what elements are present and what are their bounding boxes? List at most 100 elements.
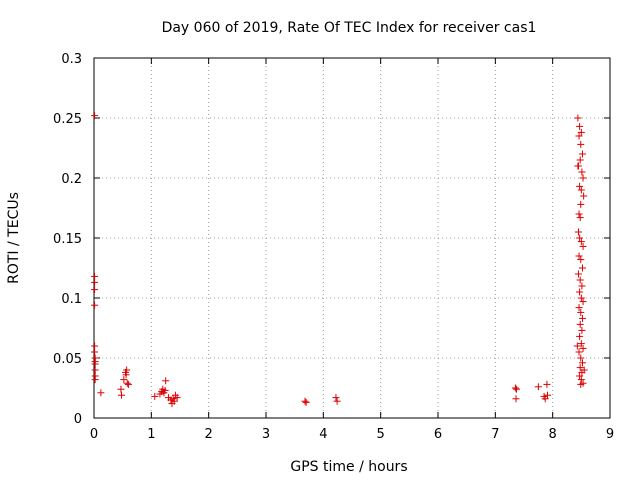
- data-point-marker: [577, 294, 585, 302]
- data-point-marker: [578, 282, 586, 290]
- data-point-marker: [576, 182, 584, 190]
- data-point-marker: [302, 398, 310, 406]
- data-point-marker: [573, 342, 581, 350]
- data-point-marker: [120, 376, 128, 384]
- data-point-marker: [577, 140, 585, 148]
- data-point-marker: [577, 238, 585, 246]
- data-point-marker: [576, 156, 584, 164]
- data-point-marker: [575, 304, 583, 312]
- axis-ticks: 0 1 2 3 4 5 6 7 8 9 0 0.05 0.1 0.15 0.2 0.25 0.3: [53, 52, 614, 442]
- data-point-marker: [575, 210, 583, 218]
- data-point-marker: [124, 380, 132, 388]
- y-tick-label: 0: [74, 412, 82, 427]
- data-point-marker: [577, 128, 585, 136]
- data-point-marker: [118, 391, 126, 399]
- x-tick-label: 8: [549, 427, 557, 442]
- data-point-marker: [301, 397, 309, 405]
- data-point-marker: [575, 252, 583, 260]
- y-tick-label: 0.15: [53, 232, 82, 247]
- x-tick-label: 2: [205, 427, 213, 442]
- x-tick-label: 1: [147, 427, 155, 442]
- y-tick-label: 0.3: [61, 52, 82, 67]
- x-tick-label: 4: [319, 427, 327, 442]
- chart-title: Day 060 of 2019, Rate Of TEC Index for r…: [162, 20, 537, 36]
- data-point-marker: [577, 256, 585, 264]
- x-tick-label: 3: [262, 427, 270, 442]
- y-axis-label: ROTI / TECUs: [6, 192, 22, 284]
- data-point-marker: [577, 354, 585, 362]
- x-tick-label: 9: [606, 427, 614, 442]
- y-tick-label: 0.1: [61, 292, 82, 307]
- data-point-marker: [575, 348, 583, 356]
- data-point-marker: [333, 397, 341, 405]
- data-point-marker: [91, 348, 99, 356]
- x-tick-label: 5: [377, 427, 385, 442]
- x-axis-label: GPS time / hours: [290, 459, 407, 475]
- data-point-marker: [91, 360, 99, 368]
- data-point-marker: [577, 308, 585, 316]
- data-point-marker: [574, 162, 582, 170]
- data-point-marker: [543, 380, 551, 388]
- data-point-marker: [574, 114, 582, 122]
- data-point-marker: [580, 366, 588, 374]
- data-point-marker: [578, 264, 586, 272]
- data-point-marker: [173, 394, 181, 402]
- data-point-marker: [91, 272, 99, 280]
- data-point-marker: [577, 376, 585, 384]
- data-point-marker: [544, 391, 552, 399]
- data-point-marker: [91, 301, 99, 309]
- data-point-marker: [91, 278, 99, 286]
- data-point-marker: [577, 186, 585, 194]
- x-tick-label: 7: [491, 427, 499, 442]
- data-point-marker: [576, 332, 584, 340]
- data-point-marker: [332, 394, 340, 402]
- data-point-marker: [578, 359, 586, 367]
- data-point-marker: [578, 168, 586, 176]
- data-point-marker: [534, 383, 542, 391]
- data-point-marker: [91, 286, 99, 294]
- data-point-marker: [162, 377, 170, 385]
- data-point-marker: [576, 288, 584, 296]
- data-point-marker: [513, 385, 521, 393]
- data-point-marker: [117, 385, 125, 393]
- y-tick-label: 0.2: [61, 172, 82, 187]
- data-point-marker: [580, 192, 588, 200]
- x-tick-label: 0: [90, 427, 98, 442]
- data-point-marker: [579, 298, 587, 306]
- data-point-marker: [578, 314, 586, 322]
- data-point-marker: [91, 376, 99, 384]
- data-point-marker: [123, 366, 131, 374]
- grid-lines: [94, 58, 610, 418]
- data-point-marker: [579, 174, 587, 182]
- data-point-marker: [579, 344, 587, 352]
- data-point-marker: [122, 371, 130, 379]
- data-point-marker: [579, 242, 587, 250]
- data-point-marker: [576, 320, 584, 328]
- data-point-marker: [97, 389, 105, 397]
- y-tick-label: 0.05: [53, 352, 82, 367]
- data-point-marker: [574, 270, 582, 278]
- data-point-marker: [91, 366, 99, 374]
- data-point-marker: [576, 122, 584, 130]
- data-point-marker: [577, 200, 585, 208]
- data-point-marker: [577, 340, 585, 348]
- y-tick-label: 0.25: [53, 112, 82, 127]
- data-point-marker: [576, 364, 584, 372]
- data-point-marker: [578, 326, 586, 334]
- x-tick-label: 6: [434, 427, 442, 442]
- data-point-marker: [541, 395, 549, 403]
- data-point-marker: [576, 214, 584, 222]
- data-point-marker: [170, 397, 178, 405]
- data-point-marker: [577, 380, 585, 388]
- data-point-marker: [91, 112, 99, 120]
- data-point-marker: [91, 342, 99, 350]
- data-point-marker: [574, 228, 582, 236]
- data-point-marker: [576, 276, 584, 284]
- data-point-marker: [151, 392, 159, 400]
- data-points: [91, 112, 588, 408]
- data-point-marker: [576, 234, 584, 242]
- data-point-marker: [578, 150, 586, 158]
- data-point-marker: [161, 386, 169, 394]
- plot-frame: [93, 57, 611, 419]
